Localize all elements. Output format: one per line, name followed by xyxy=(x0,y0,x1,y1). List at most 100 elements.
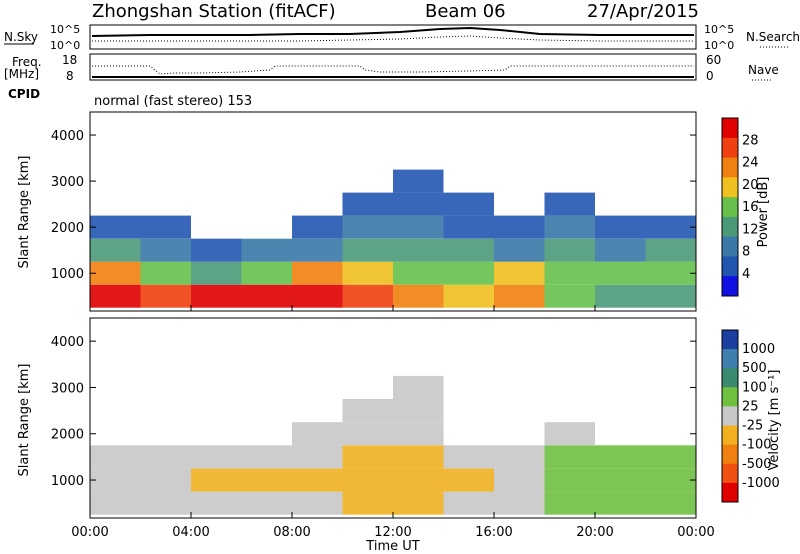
power-cell xyxy=(292,215,343,239)
power-cell xyxy=(393,215,444,239)
power-cell xyxy=(342,215,393,239)
power-cell xyxy=(494,284,545,308)
freq-panel-frame xyxy=(89,53,697,81)
colorbar-tick-label: 25 xyxy=(742,399,759,414)
power-cell xyxy=(544,261,595,285)
power-cell xyxy=(393,169,444,193)
vel-cell xyxy=(342,491,393,515)
y-tick-label: 3000 xyxy=(51,381,84,396)
power-cell xyxy=(393,261,444,285)
colorbar-tick-label: 100 xyxy=(742,380,767,395)
power-cell xyxy=(595,238,646,262)
power-cell xyxy=(393,284,444,308)
colorbar-frame xyxy=(721,117,739,297)
vel-cell xyxy=(241,491,292,515)
nsky-panel-frame xyxy=(89,24,697,50)
vel-cell xyxy=(393,491,444,515)
vel-cell xyxy=(393,422,444,446)
nave-label: Nave xyxy=(748,63,779,77)
station-title: Zhongshan Station (fitACF) xyxy=(92,1,336,22)
vel-cell xyxy=(342,422,393,446)
power-cell xyxy=(393,192,444,216)
vel-cell xyxy=(90,491,141,515)
power-cell xyxy=(494,261,545,285)
y-tick-label: 1000 xyxy=(51,267,84,282)
power-cell xyxy=(544,238,595,262)
vel-cell xyxy=(140,445,191,469)
colorbar-frame xyxy=(721,329,739,503)
power-cell xyxy=(90,284,141,308)
power-cell xyxy=(140,261,191,285)
colorbar-swatch xyxy=(722,177,738,198)
colorbar-swatch xyxy=(722,330,738,350)
colorbar-swatch xyxy=(722,463,738,484)
vel-cell xyxy=(595,468,646,492)
power-yaxis: 4000 3000 2000 1000 xyxy=(51,129,696,282)
colorbar-swatch xyxy=(722,406,738,426)
vel-cell xyxy=(443,491,494,515)
power-cell xyxy=(241,284,292,308)
colorbar-swatch xyxy=(722,216,738,238)
power-cell xyxy=(90,215,141,239)
vel-cell xyxy=(645,468,696,492)
power-cell xyxy=(595,215,646,239)
colorbar-tick-label: 20 xyxy=(742,178,759,193)
vel-cell xyxy=(595,491,646,515)
cpid-label: CPID xyxy=(8,87,40,101)
nsearch-label: N.Search xyxy=(746,30,800,44)
vel-cell xyxy=(241,445,292,469)
colorbar-tick-label: -25 xyxy=(742,419,763,434)
power-cell xyxy=(443,284,494,308)
colorbar-swatch xyxy=(722,118,738,139)
freq-unit-label: [MHz] xyxy=(4,67,39,81)
power-cell xyxy=(342,238,393,262)
vel-cell xyxy=(140,468,191,492)
nave-tick-top: 60 xyxy=(706,53,721,67)
power-cell xyxy=(443,215,494,239)
power-cell xyxy=(191,238,242,262)
vel-cell xyxy=(393,375,444,399)
vel-cell xyxy=(191,445,242,469)
freq-label: Freq. xyxy=(12,55,42,69)
colorbar-swatch xyxy=(722,236,738,257)
colorbar-swatch xyxy=(722,425,738,446)
vel-cell xyxy=(544,422,595,446)
vel-cell xyxy=(544,445,595,469)
power-cell xyxy=(443,261,494,285)
power-cell xyxy=(544,192,595,216)
power-ylabel: Slant Range [km] xyxy=(17,156,32,269)
velocity-heatmap xyxy=(90,375,696,515)
x-tick-label: 08:00 xyxy=(273,525,310,540)
vel-cell xyxy=(342,399,393,423)
date-label: 27/Apr/2015 xyxy=(587,1,699,22)
power-cell xyxy=(140,284,191,308)
y-tick-label: 3000 xyxy=(51,175,84,190)
power-cell xyxy=(645,215,696,239)
y-tick-label: 4000 xyxy=(51,335,84,350)
power-cell xyxy=(191,284,242,308)
vel-cell xyxy=(393,399,444,423)
vel-cell xyxy=(595,445,646,469)
power-cell xyxy=(241,261,292,285)
freq-tick-top: 18 xyxy=(62,53,77,67)
y-tick-label: 4000 xyxy=(51,129,84,144)
vel-cell xyxy=(393,468,444,492)
power-cell xyxy=(342,192,393,216)
power-cell xyxy=(292,284,343,308)
vel-cell xyxy=(140,491,191,515)
power-cell xyxy=(393,238,444,262)
power-cell xyxy=(342,284,393,308)
power-cell xyxy=(645,261,696,285)
power-cell xyxy=(494,238,545,262)
vel-cell xyxy=(443,468,494,492)
nsky-line xyxy=(91,26,694,37)
time-axis: 00:00 04:00 08:00 12:00 16:00 20:00 00:00 xyxy=(71,305,715,540)
x-tick-label: 16:00 xyxy=(475,525,512,540)
velocity-colorbar: 1000 500 100 25 -25 -100 -500 -1000 xyxy=(721,329,780,503)
x-tick-label: 12:00 xyxy=(374,525,411,540)
power-cell xyxy=(595,284,646,308)
nsky-left-tick-top: 10^5 xyxy=(50,23,80,36)
y-tick-label: 2000 xyxy=(51,221,84,236)
vel-cell xyxy=(292,422,343,446)
